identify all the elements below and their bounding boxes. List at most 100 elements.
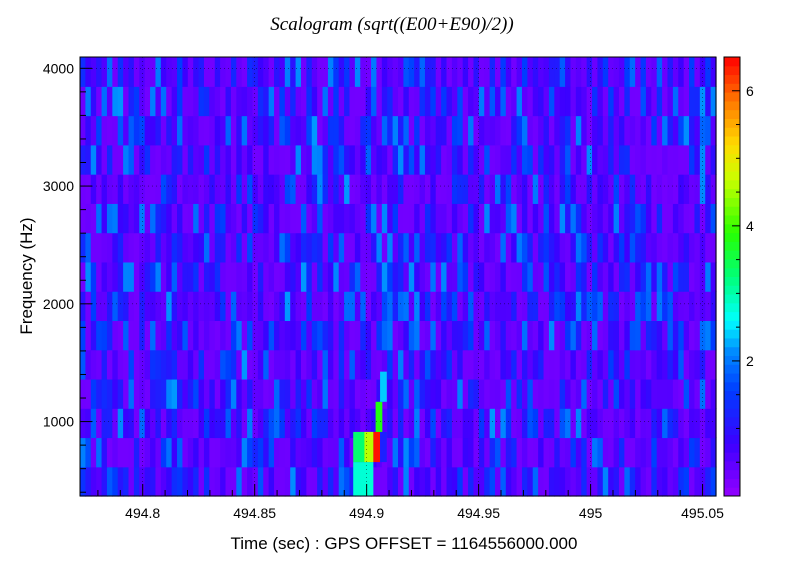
heatmap-cell — [570, 320, 577, 351]
heatmap-cell — [311, 144, 318, 175]
heatmap-cell — [624, 378, 631, 409]
heatmap-cell — [538, 144, 545, 175]
heatmap-cell — [171, 57, 178, 87]
heatmap-cell — [521, 261, 528, 292]
heatmap-cell — [586, 115, 593, 146]
heatmap-cell — [538, 320, 545, 351]
heatmap-cell — [694, 437, 701, 468]
heatmap-cell — [484, 349, 491, 380]
heatmap-cell — [635, 144, 642, 175]
heatmap-cell — [430, 378, 437, 409]
heatmap-cell — [710, 408, 717, 439]
heatmap-cell — [689, 232, 696, 263]
heatmap-cell — [462, 115, 469, 146]
heatmap-cell — [128, 232, 135, 263]
heatmap-cell — [656, 57, 663, 87]
heatmap-cell — [635, 466, 642, 497]
heatmap-cell — [344, 378, 351, 409]
heatmap-cell — [166, 378, 173, 409]
heatmap-cell — [656, 349, 663, 380]
heatmap-cell — [608, 349, 615, 380]
colorbar-step — [724, 127, 740, 137]
heatmap-cell — [317, 378, 324, 409]
heatmap-cell — [354, 115, 361, 146]
heatmap-cell — [710, 437, 717, 468]
heatmap-cell — [182, 203, 189, 234]
heatmap-cell — [128, 144, 135, 175]
heatmap-cell — [403, 466, 410, 497]
heatmap-cell — [662, 320, 669, 351]
heatmap-cell — [300, 174, 307, 204]
heatmap-cell — [155, 144, 162, 175]
heatmap-cell — [678, 232, 685, 263]
heatmap-cell — [198, 408, 205, 439]
heatmap-cell — [203, 437, 210, 468]
heatmap-cell — [338, 466, 345, 497]
heatmap-cell — [257, 174, 264, 204]
heatmap-cell — [613, 291, 620, 321]
heatmap-cell — [182, 320, 189, 351]
heatmap-cell — [365, 378, 372, 409]
heatmap-cell — [694, 320, 701, 351]
heatmap-cell — [214, 378, 221, 409]
heatmap-cell — [257, 349, 264, 380]
heatmap-cell — [381, 86, 388, 117]
heatmap-cell — [597, 232, 604, 263]
heatmap-cell — [489, 408, 496, 439]
heatmap-cell — [123, 144, 130, 175]
heatmap-cell — [360, 349, 367, 380]
heatmap-cell — [263, 378, 270, 409]
heatmap-cell — [597, 378, 604, 409]
heatmap-cell — [80, 261, 86, 292]
heatmap-cell — [683, 466, 690, 497]
heatmap-cell — [570, 144, 577, 175]
heatmap-cell — [618, 261, 625, 292]
heatmap-cell — [123, 408, 130, 439]
heatmap-cell — [629, 57, 636, 87]
heatmap-cell — [371, 466, 378, 497]
heatmap-cell — [602, 466, 609, 497]
chart-title: Scalogram (sqrt((E00+E90)/2)) — [270, 14, 513, 35]
colorbar-step — [724, 241, 740, 251]
heatmap-cell — [705, 203, 712, 234]
heatmap-cell — [451, 144, 458, 175]
heatmap-cell — [392, 378, 399, 409]
heatmap-cell — [478, 261, 485, 292]
heatmap-cell — [441, 408, 448, 439]
heatmap-cell — [117, 203, 124, 234]
heatmap-cell — [365, 174, 372, 204]
heatmap-cell — [209, 232, 216, 263]
heatmap-cell — [193, 203, 200, 234]
heatmap-cell — [581, 261, 588, 292]
heatmap-cell — [133, 320, 140, 351]
heatmap-cell — [392, 203, 399, 234]
heatmap-cell — [689, 174, 696, 204]
heatmap-cell — [333, 291, 340, 321]
heatmap-cell — [182, 115, 189, 146]
heatmap-cell — [171, 261, 178, 292]
heatmap-cell — [662, 115, 669, 146]
heatmap-cell — [559, 115, 566, 146]
heatmap-cell — [424, 261, 431, 292]
heatmap-cell — [430, 291, 437, 321]
heatmap-cell — [139, 466, 146, 497]
heatmap-cell — [144, 408, 151, 439]
heatmap-cell — [381, 408, 388, 439]
heatmap-cell — [144, 466, 151, 497]
heatmap-cell — [230, 261, 237, 292]
heatmap-cell — [387, 466, 394, 497]
heatmap-cell — [656, 174, 663, 204]
heatmap-cell — [209, 349, 216, 380]
heatmap-cell — [160, 115, 167, 146]
heatmap-cell — [214, 320, 221, 351]
heatmap-cell — [268, 203, 275, 234]
heatmap-cell — [371, 378, 378, 409]
heatmap-cell — [457, 378, 464, 409]
heatmap-cell — [187, 144, 194, 175]
heatmap-cell — [478, 437, 485, 468]
heatmap-cell — [268, 232, 275, 263]
heatmap-cell — [548, 261, 555, 292]
heatmap-cell — [468, 378, 475, 409]
heatmap-cell — [263, 144, 270, 175]
heatmap-cell — [177, 232, 184, 263]
